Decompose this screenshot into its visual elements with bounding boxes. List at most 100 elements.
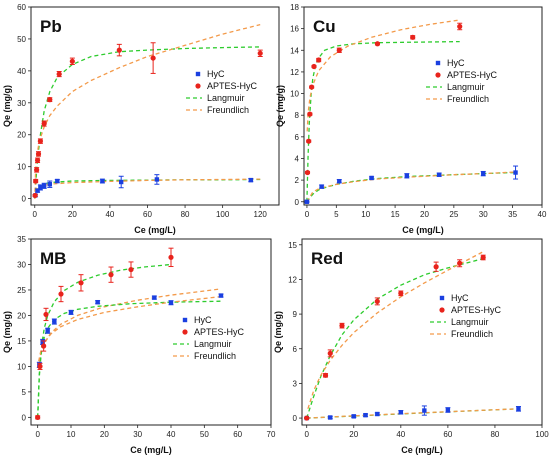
point-aptes-hyc (128, 266, 134, 273)
y-tick-label: 0 (22, 195, 27, 204)
x-tick-label: 0 (305, 210, 310, 219)
point-hyc (35, 188, 40, 193)
x-tick-label: 120 (254, 210, 268, 219)
point-aptes-hyc (58, 291, 64, 297)
legend-label: HyC (207, 69, 225, 79)
point-hyc (218, 293, 224, 298)
legend: HyC APTES-HyC Langmuir Freundlich (173, 315, 245, 361)
point-hyc (55, 178, 60, 184)
x-tick-label: 40 (538, 210, 547, 219)
point-aptes-hyc (480, 254, 486, 261)
x-tick-label: 100 (216, 210, 230, 219)
point-hyc (481, 171, 486, 176)
y-tick-label: 4 (295, 154, 300, 163)
point-aptes-hyc (34, 157, 41, 163)
point-aptes-hyc (41, 343, 47, 349)
fit-line-hyc-fit (306, 171, 516, 203)
point-aptes-hyc (43, 311, 49, 318)
x-tick-label: 60 (233, 430, 242, 439)
legend-label: Freundlich (194, 351, 236, 361)
legend-label: Freundlich (207, 105, 249, 115)
legend-label: APTES-HyC (451, 305, 502, 315)
chart-panel-red: 0 20 40 60 80 100 0 3 6 9 12 15 Ce (mg/L) Qe (mg/g) Re… (273, 238, 549, 455)
x-tick-label: 20 (100, 430, 109, 439)
y-tick-label: 15 (288, 241, 297, 250)
x-tick-label: 80 (490, 430, 499, 439)
point-aptes-hyc (410, 34, 416, 40)
point-hyc (68, 310, 74, 315)
x-tick-label: 80 (181, 210, 190, 219)
x-tick-label: 30 (479, 210, 488, 219)
y-tick-label: 2 (295, 176, 300, 185)
point-hyc (118, 179, 124, 185)
legend-label: HyC (194, 315, 212, 325)
point-aptes-hyc (316, 57, 322, 63)
point-aptes-hyc (304, 169, 311, 176)
point-hyc (422, 408, 427, 413)
plot-frame (301, 238, 543, 426)
point-hyc (152, 295, 157, 300)
point-aptes-hyc (41, 120, 47, 127)
y-tick-label: 30 (17, 260, 26, 269)
y-tick-label: 0 (295, 198, 300, 207)
point-aptes-hyc (47, 97, 53, 103)
point-hyc (337, 178, 342, 184)
y-axis-label: Qe (mg/g) (275, 85, 285, 127)
point-aptes-hyc (336, 47, 342, 53)
y-tick-label: 8 (295, 111, 300, 120)
point-hyc (154, 177, 160, 182)
point-hyc (100, 178, 105, 184)
point-hyc (40, 339, 45, 345)
point-hyc (516, 406, 521, 412)
point-hyc (363, 412, 368, 418)
point-aptes-hyc (322, 372, 329, 378)
point-aptes-hyc (69, 58, 75, 64)
x-tick-label: 0 (33, 210, 38, 219)
x-tick-label: 40 (105, 210, 114, 219)
point-hyc (351, 414, 356, 419)
x-tick-label: 70 (267, 430, 276, 439)
point-hyc (445, 407, 451, 413)
point-hyc (398, 410, 404, 415)
legend: HyC APTES-HyC Langmuir Freundlich (426, 58, 498, 104)
legend-marker-aptes-hyc (182, 329, 188, 335)
point-hyc (248, 177, 254, 183)
point-aptes-hyc (168, 254, 174, 260)
point-aptes-hyc (150, 55, 156, 61)
point-hyc (513, 170, 518, 175)
point-aptes-hyc (34, 167, 40, 173)
x-tick-label: 60 (443, 430, 452, 439)
legend-label: Langmuir (451, 317, 489, 327)
fit-line-freundlich (307, 251, 484, 409)
y-tick-label: 20 (17, 311, 26, 320)
legend-label: APTES-HyC (447, 70, 498, 80)
point-aptes-hyc (309, 84, 315, 90)
y-tick-label: 5 (22, 388, 27, 397)
y-tick-label: 40 (17, 67, 26, 76)
plot-frame (30, 238, 272, 426)
y-axis-label: Qe (mg/g) (2, 311, 12, 353)
y-tick-label: 0 (22, 413, 27, 422)
point-hyc (168, 300, 174, 305)
fit-line-langmuir (306, 40, 460, 202)
point-aptes-hyc (433, 264, 439, 270)
fit-line-langmuir (37, 263, 172, 418)
y-tick-label: 12 (288, 275, 297, 284)
y-tick-label: 9 (293, 310, 298, 319)
point-aptes-hyc (327, 350, 333, 356)
fit-line-hyc-fit (37, 300, 222, 418)
point-aptes-hyc (398, 290, 404, 296)
fit-line-hyc-fit (306, 171, 516, 203)
x-tick-label: 10 (67, 430, 76, 439)
point-hyc (304, 199, 310, 204)
y-tick-label: 18 (290, 3, 299, 12)
point-hyc (436, 172, 442, 177)
x-tick-label: 20 (420, 210, 429, 219)
legend-marker-hyc (439, 295, 445, 301)
chart-panel-pb: 0 20 40 60 80 100 120 0 10 20 30 40 50 60 Ce (mg/L) Qe … (2, 3, 280, 235)
legend-label: Freundlich (451, 329, 493, 339)
point-aptes-hyc (78, 280, 84, 286)
plot-frame (30, 6, 280, 206)
x-tick-label: 20 (349, 430, 358, 439)
y-tick-label: 10 (290, 90, 299, 99)
